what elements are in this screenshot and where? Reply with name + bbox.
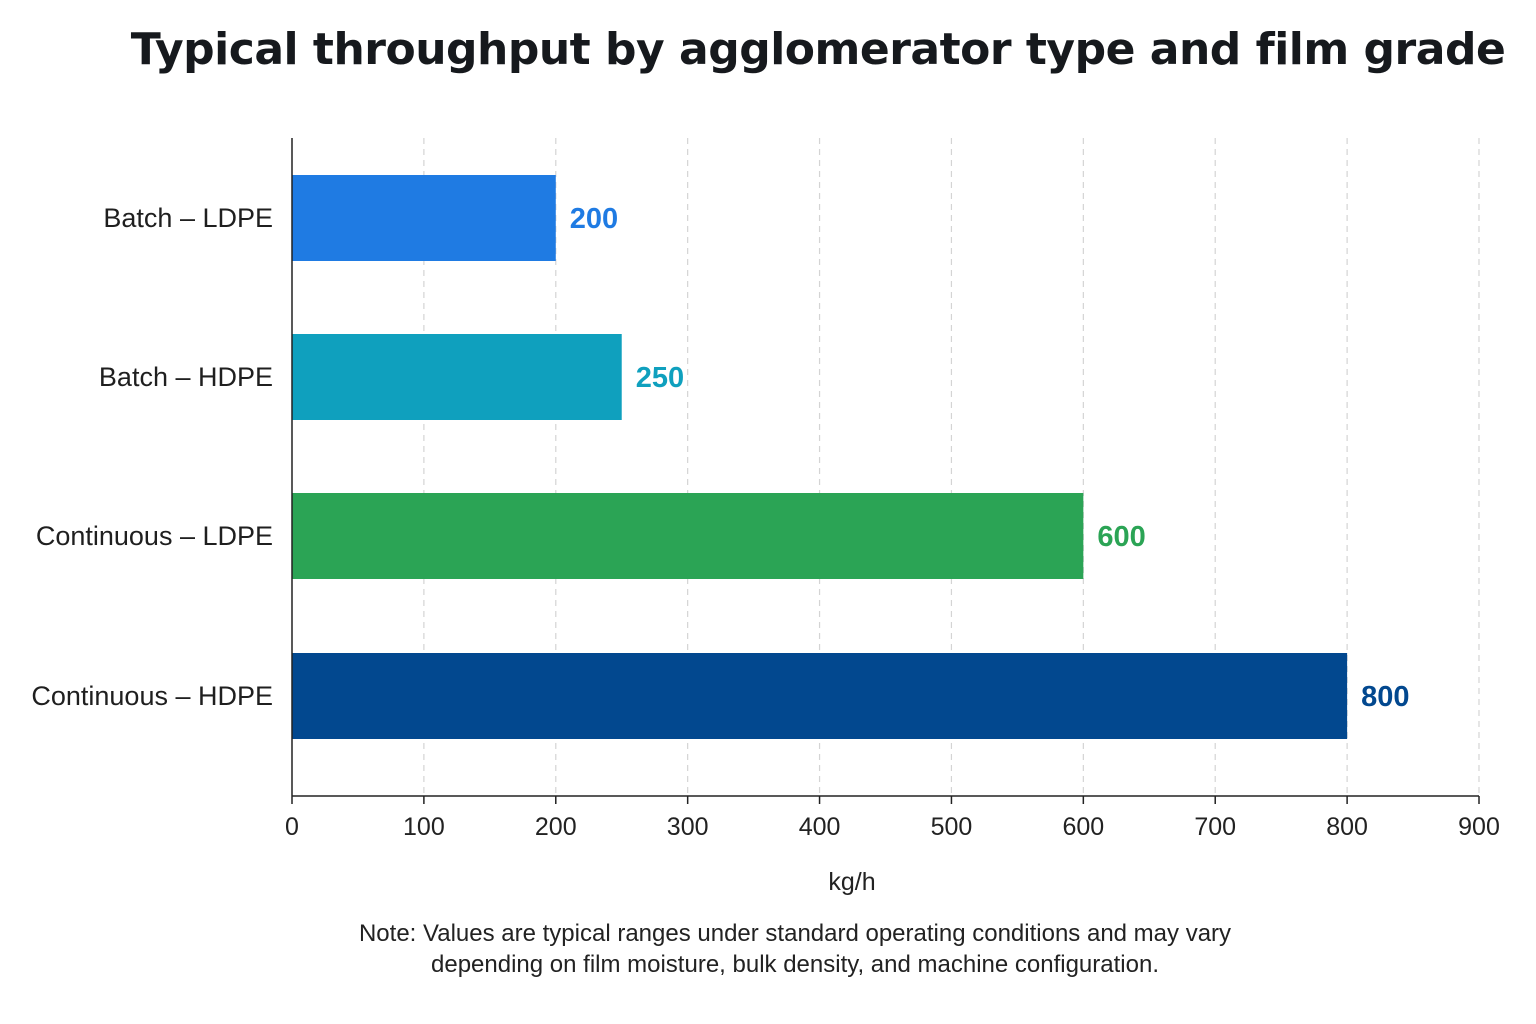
value-label-0: 200 bbox=[570, 203, 618, 235]
bar-2 bbox=[292, 493, 1084, 579]
x-axis-label: kg/h bbox=[828, 868, 875, 896]
x-tick-label-300: 300 bbox=[667, 813, 709, 841]
bar-3 bbox=[292, 653, 1348, 739]
bar-1 bbox=[292, 334, 622, 420]
labels: 200 Batch – LDPE 250 Batch – HDPE 600 Continu… bbox=[31, 203, 1500, 841]
x-tick-label-200: 200 bbox=[535, 813, 577, 841]
x-tick-label-500: 500 bbox=[931, 813, 973, 841]
value-label-2: 600 bbox=[1097, 521, 1145, 553]
bar-0 bbox=[292, 175, 556, 261]
value-label-1: 250 bbox=[636, 362, 684, 394]
chart-title: Typical throughput by agglomerator type … bbox=[130, 24, 1506, 75]
category-label-3: Continuous – HDPE bbox=[31, 681, 273, 711]
x-tick-label-700: 700 bbox=[1194, 813, 1236, 841]
x-tick-label-400: 400 bbox=[799, 813, 841, 841]
x-tick-label-100: 100 bbox=[403, 813, 445, 841]
value-label-3: 800 bbox=[1361, 681, 1409, 713]
bars bbox=[292, 175, 1348, 739]
x-tick-label-800: 800 bbox=[1326, 813, 1368, 841]
chart-note: Note: Values are typical ranges under st… bbox=[358, 920, 1232, 978]
x-tick-label-900: 900 bbox=[1458, 813, 1500, 841]
x-tick-label-600: 600 bbox=[1062, 813, 1104, 841]
axes bbox=[291, 138, 1480, 804]
x-tick-label-0: 0 bbox=[285, 813, 299, 841]
category-label-1: Batch – HDPE bbox=[99, 362, 273, 392]
category-label-2: Continuous – LDPE bbox=[36, 521, 273, 551]
category-label-0: Batch – LDPE bbox=[103, 203, 273, 233]
